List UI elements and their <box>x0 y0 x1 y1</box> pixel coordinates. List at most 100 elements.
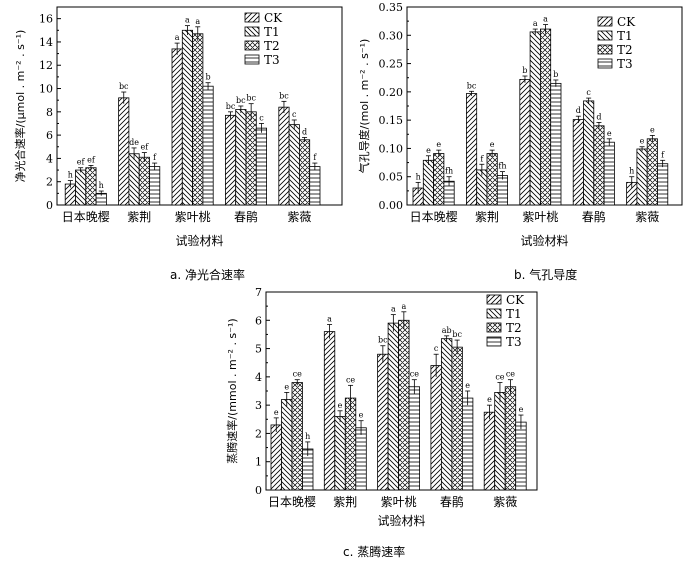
significance-letter: a <box>185 16 190 25</box>
significance-letter: a <box>327 315 332 324</box>
significance-letter: ab <box>442 326 452 335</box>
bar-t3 <box>461 397 474 491</box>
y-tick-label: 0.00 <box>379 199 404 212</box>
bar-t3 <box>603 141 615 206</box>
significance-letter: ce <box>495 373 504 382</box>
y-tick-label: 0.25 <box>379 58 404 71</box>
significance-letter: ce <box>506 370 515 379</box>
legend-label-t3: T3 <box>264 53 280 67</box>
legend-label-t2: T2 <box>506 321 522 335</box>
significance-letter: f <box>313 153 317 162</box>
significance-letter: e <box>519 405 524 414</box>
x-tick-label: 紫薇 <box>287 210 311 224</box>
significance-letter: f <box>661 150 665 159</box>
y-tick-label: 0.35 <box>379 1 404 14</box>
bar-ck <box>118 97 130 206</box>
significance-letter: h <box>99 181 104 190</box>
significance-letter: e <box>487 395 492 404</box>
bar-t1 <box>334 416 346 491</box>
bar-t1 <box>494 392 506 491</box>
caption-b: b. 气孔导度 <box>514 268 578 282</box>
y-tick-label: 0 <box>46 199 53 212</box>
significance-letter: h <box>305 432 310 441</box>
bar-t2 <box>593 125 605 206</box>
bar-t2 <box>646 138 658 206</box>
bar-t1 <box>636 148 648 206</box>
bar-t1 <box>387 322 400 491</box>
bar-t2 <box>451 346 463 491</box>
bar-t3 <box>309 166 321 206</box>
legend-swatch-t2 <box>597 44 613 55</box>
significance-letter: d <box>576 106 581 115</box>
legend-label-t3: T3 <box>506 335 522 349</box>
legend-swatch-t2 <box>486 322 502 333</box>
significance-letter: b <box>522 66 527 75</box>
significance-letter: e <box>640 137 645 146</box>
bar-t2 <box>298 139 311 206</box>
significance-letter: b <box>205 73 210 82</box>
bar-t1 <box>281 399 293 491</box>
bar-ck <box>572 119 584 206</box>
x-tick-label: 春鹃 <box>582 209 606 224</box>
bar-t2 <box>540 28 552 206</box>
legend-swatch-ck <box>597 16 613 27</box>
bar-t2 <box>504 386 517 491</box>
significance-letter: e <box>490 140 495 149</box>
significance-letter: e <box>338 401 343 410</box>
significance-letter: a <box>195 17 200 26</box>
bar-t1 <box>440 338 453 491</box>
y-tick-label: 2 <box>255 427 262 440</box>
y-tick-label: 6 <box>46 129 53 142</box>
legend-label-t3: T3 <box>617 57 633 71</box>
bar-t2 <box>433 153 445 206</box>
legend-swatch-ck <box>486 294 502 305</box>
legend-swatch-t1 <box>244 26 260 37</box>
y-tick-label: 0.05 <box>379 171 404 184</box>
significance-letter: e <box>607 129 612 138</box>
significance-letter: bc <box>452 330 462 339</box>
y-tick-label: 0.30 <box>379 29 404 42</box>
caption-c: c. 蒸腾速率 <box>343 545 406 559</box>
significance-letter: e <box>274 408 279 417</box>
bar-ck <box>323 331 336 491</box>
significance-letter: b <box>553 70 558 79</box>
significance-letter: a <box>391 305 396 314</box>
legend-swatch-t2 <box>244 40 260 51</box>
x-tick-label: 紫薇 <box>493 495 517 509</box>
y-tick-label: 0.20 <box>379 86 404 99</box>
significance-letter: a <box>401 302 406 311</box>
y-tick-label: 16 <box>39 13 53 26</box>
significance-letter: e <box>465 381 470 390</box>
legend-label-ck: CK <box>506 293 525 307</box>
x-tick-label: 紫叶桃 <box>522 209 558 224</box>
legend-label-t2: T2 <box>264 39 280 53</box>
y-tick-label: 7 <box>255 286 262 299</box>
bar-ck <box>270 424 282 491</box>
significance-letter: bc <box>279 91 289 100</box>
significance-letter: h <box>416 172 421 181</box>
y-tick-label: 6 <box>255 314 262 327</box>
y-tick-label: 14 <box>39 36 53 49</box>
bar-t2 <box>85 167 97 206</box>
legend-swatch-t3 <box>486 336 502 347</box>
bar-t2 <box>291 382 303 491</box>
bar-t3 <box>255 127 267 206</box>
legend-swatch-t3 <box>244 54 260 65</box>
significance-letter: h <box>68 171 73 180</box>
y-axis-title: 蒸腾速率/(mmol . m⁻² . s⁻¹) <box>225 318 239 463</box>
significance-letter: bc <box>378 336 388 345</box>
x-tick-label: 紫叶桃 <box>381 494 417 509</box>
bar-ck <box>519 79 531 206</box>
bar-t3 <box>149 166 161 206</box>
significance-letter: d <box>302 127 307 136</box>
bar-t3 <box>550 82 562 206</box>
significance-letter: fh <box>445 167 453 176</box>
bar-t2 <box>192 33 204 206</box>
y-tick-label: 12 <box>39 59 53 72</box>
bar-ck <box>171 48 183 206</box>
significance-letter: e <box>284 382 289 391</box>
y-tick-label: 8 <box>46 106 53 119</box>
significance-letter: c <box>292 110 297 119</box>
